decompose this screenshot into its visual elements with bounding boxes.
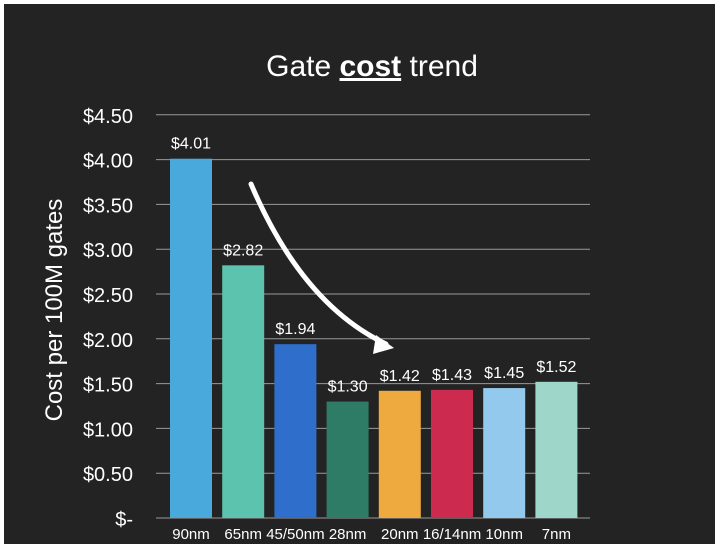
bar bbox=[274, 344, 317, 518]
bars bbox=[170, 158, 578, 519]
value-labels: $4.01 $2.82 $1.94 $1.30 $1.42 $1.43 $1.45 $1.52 bbox=[171, 136, 577, 396]
y-tick-label: $0.50 bbox=[83, 464, 133, 486]
x-tick-label: 16/14nm bbox=[423, 526, 481, 543]
x-tick-label: 90nm bbox=[172, 526, 210, 543]
bar bbox=[378, 390, 421, 518]
bar bbox=[431, 389, 473, 518]
downward-trend-arrow bbox=[248, 181, 389, 347]
x-tick-label: 7nm bbox=[542, 526, 571, 543]
bar bbox=[326, 401, 369, 518]
y-tick-label: $2.00 bbox=[83, 330, 133, 352]
y-tick-label: $2.50 bbox=[83, 285, 133, 307]
value-label: $1.52 bbox=[536, 359, 576, 376]
bar bbox=[222, 265, 265, 518]
y-tick-label: $3.50 bbox=[83, 195, 133, 217]
y-tick-label: $1.50 bbox=[83, 375, 133, 397]
value-label: $1.94 bbox=[275, 321, 315, 338]
value-label: $1.45 bbox=[484, 365, 524, 382]
value-label: $1.30 bbox=[328, 379, 368, 396]
slide: Gate cost trend Cost per 100M gates $- $0… bbox=[4, 4, 715, 544]
x-tick-label: 65nm bbox=[224, 526, 262, 543]
bar bbox=[483, 388, 526, 518]
x-tick-labels: 90nm 65nm 45/50nm 28nm 20nm 16/14nm 10nm 7nm bbox=[172, 526, 571, 543]
y-tick-labels: $- $0.50 $1.00 $1.50 $2.00 $2.50 $3.00 $3.50 $4.… bbox=[83, 106, 133, 531]
y-tick-label: $4.50 bbox=[83, 106, 133, 128]
x-tick-label: 10nm bbox=[485, 526, 523, 543]
y-tick-label: $- bbox=[115, 509, 133, 531]
chart-title-part-1: Gate bbox=[266, 50, 339, 83]
x-tick-label: 20nm bbox=[381, 526, 419, 543]
x-tick-label: 28nm bbox=[329, 526, 367, 543]
bar bbox=[170, 158, 212, 519]
chart-title-part-3: trend bbox=[401, 50, 478, 83]
y-tick-label: $1.00 bbox=[83, 419, 133, 441]
arrow-head-icon bbox=[373, 335, 394, 354]
chart-title: Gate cost trend bbox=[266, 50, 478, 83]
y-axis-label: Cost per 100M gates bbox=[41, 199, 68, 422]
bar-chart: Gate cost trend Cost per 100M gates $- $0… bbox=[41, 50, 590, 543]
value-label: $4.01 bbox=[171, 136, 211, 153]
value-label: $2.82 bbox=[223, 242, 263, 259]
x-tick-label: 45/50nm bbox=[266, 526, 324, 543]
value-label: $1.42 bbox=[380, 368, 420, 385]
y-tick-label: $4.00 bbox=[83, 151, 133, 173]
value-label: $1.43 bbox=[432, 367, 472, 384]
y-tick-label: $3.00 bbox=[83, 240, 133, 262]
bar bbox=[535, 381, 578, 518]
chart-title-emphasis: cost bbox=[339, 50, 401, 83]
